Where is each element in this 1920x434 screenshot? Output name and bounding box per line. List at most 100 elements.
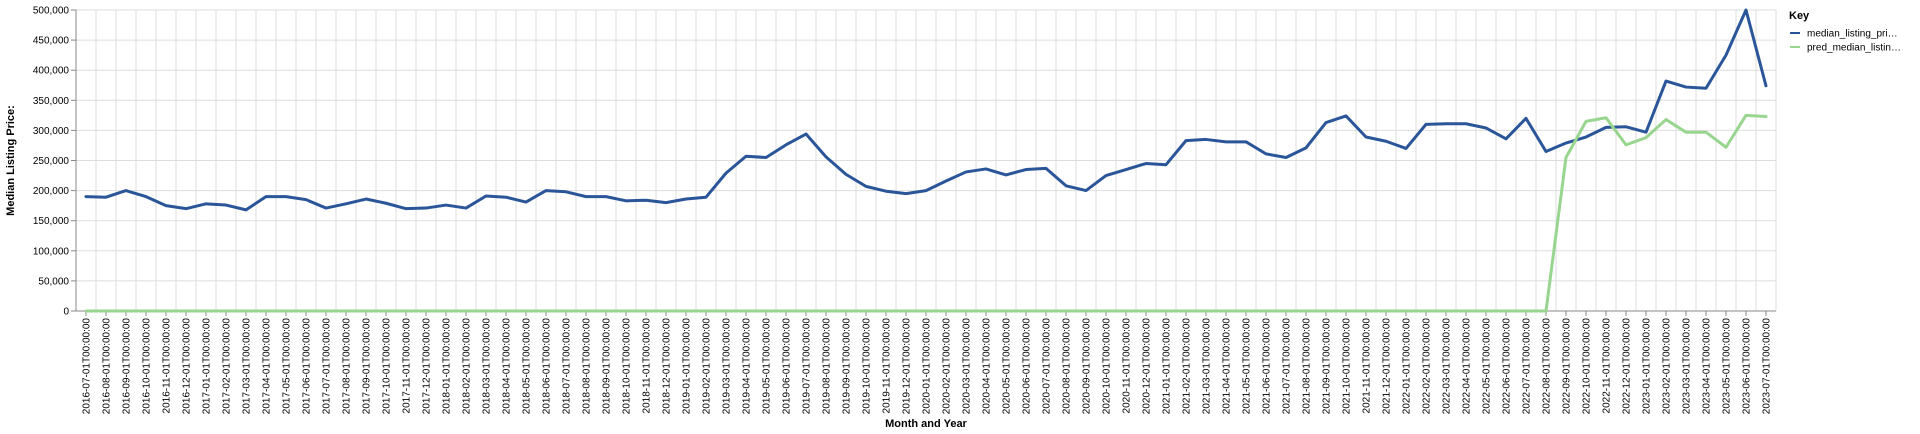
x-tick-label: 2021-11-01T00:00:00 bbox=[1362, 318, 1373, 414]
data-point bbox=[1025, 168, 1028, 171]
x-tick-label: 2020-05-01T00:00:00 bbox=[1002, 318, 1013, 415]
data-point bbox=[265, 195, 268, 198]
data-point bbox=[285, 195, 288, 198]
x-tick-label: 2023-05-01T00:00:00 bbox=[1722, 318, 1733, 415]
data-point bbox=[1085, 310, 1088, 313]
data-point bbox=[1445, 122, 1448, 125]
y-tick-label: 250,000 bbox=[33, 156, 70, 167]
x-tick-label: 2021-12-01T00:00:00 bbox=[1382, 318, 1393, 415]
data-point bbox=[1445, 310, 1448, 313]
data-point bbox=[245, 208, 248, 211]
data-point bbox=[285, 310, 288, 313]
data-point bbox=[145, 195, 148, 198]
data-point bbox=[85, 195, 88, 198]
data-point bbox=[1725, 146, 1728, 149]
data-point bbox=[1545, 150, 1548, 153]
data-point bbox=[945, 310, 948, 313]
data-point bbox=[1465, 122, 1468, 125]
y-axis-title: Median Listing Price: bbox=[5, 105, 17, 216]
x-tick-label: 2019-06-01T00:00:00 bbox=[782, 318, 793, 415]
data-point bbox=[905, 310, 908, 313]
legend-label: median_listing_pri… bbox=[1807, 29, 1898, 40]
data-point bbox=[465, 310, 468, 313]
x-tick-label: 2019-07-01T00:00:00 bbox=[802, 318, 813, 415]
data-point bbox=[1605, 116, 1608, 119]
x-tick-label: 2022-01-01T00:00:00 bbox=[1402, 318, 1413, 415]
data-point bbox=[885, 190, 888, 193]
data-point bbox=[505, 196, 508, 199]
x-tick-label: 2023-01-01T00:00:00 bbox=[1642, 318, 1653, 415]
data-point bbox=[1645, 131, 1648, 134]
x-tick-label: 2020-04-01T00:00:00 bbox=[982, 318, 993, 415]
x-tick-label: 2018-07-01T00:00:00 bbox=[562, 318, 573, 415]
x-tick-label: 2022-03-01T00:00:00 bbox=[1442, 318, 1453, 415]
x-tick-label: 2022-09-01T00:00:00 bbox=[1562, 318, 1573, 415]
data-point bbox=[1345, 310, 1348, 313]
x-tick-label: 2021-07-01T00:00:00 bbox=[1282, 318, 1293, 415]
data-point bbox=[965, 170, 968, 173]
legend: Key median_listing_pri… pred_median_listi… bbox=[1789, 10, 1901, 54]
y-tick-label: 400,000 bbox=[33, 66, 70, 77]
data-point bbox=[1105, 310, 1108, 313]
data-point bbox=[545, 189, 548, 192]
data-point bbox=[425, 310, 428, 313]
x-tick-label: 2017-05-01T00:00:00 bbox=[282, 318, 293, 415]
data-point bbox=[585, 310, 588, 313]
data-point bbox=[365, 310, 368, 313]
x-tick-label: 2021-08-01T00:00:00 bbox=[1302, 318, 1313, 415]
data-point bbox=[605, 195, 608, 198]
data-point bbox=[1465, 310, 1468, 313]
data-point bbox=[405, 207, 408, 210]
data-point bbox=[1125, 168, 1128, 171]
data-point bbox=[1245, 140, 1248, 143]
data-point bbox=[1345, 114, 1348, 117]
x-tick-label: 2019-05-01T00:00:00 bbox=[762, 318, 773, 415]
x-tick-label: 2022-04-01T00:00:00 bbox=[1462, 318, 1473, 415]
x-tick-label: 2016-07-01T00:00:00 bbox=[82, 318, 93, 415]
data-point bbox=[405, 310, 408, 313]
x-tick-label: 2021-01-01T00:00:00 bbox=[1162, 318, 1173, 415]
data-point bbox=[745, 310, 748, 313]
x-tick-label: 2020-01-01T00:00:00 bbox=[922, 318, 933, 415]
x-tick-label: 2021-02-01T00:00:00 bbox=[1182, 318, 1193, 415]
data-point bbox=[1265, 310, 1268, 313]
data-point bbox=[305, 310, 308, 313]
data-point bbox=[105, 196, 108, 199]
data-point bbox=[705, 310, 708, 313]
data-point bbox=[1585, 120, 1588, 123]
data-point bbox=[1325, 310, 1328, 313]
x-tick-label: 2021-05-01T00:00:00 bbox=[1242, 318, 1253, 415]
data-point bbox=[265, 310, 268, 313]
data-point bbox=[1705, 87, 1708, 90]
x-tick-label: 2021-06-01T00:00:00 bbox=[1262, 318, 1273, 415]
x-tick-label: 2016-09-01T00:00:00 bbox=[122, 318, 133, 415]
data-point bbox=[645, 199, 648, 202]
data-point bbox=[1085, 189, 1088, 192]
y-tick-label: 0 bbox=[63, 307, 69, 318]
x-tick-label: 2016-11-01T00:00:00 bbox=[162, 318, 173, 414]
data-point bbox=[1065, 310, 1068, 313]
legend-title: Key bbox=[1789, 10, 1810, 22]
data-point bbox=[1685, 86, 1688, 89]
y-tick-label: 350,000 bbox=[33, 96, 70, 107]
x-tick-label: 2018-11-01T00:00:00 bbox=[642, 318, 653, 414]
data-point bbox=[1065, 184, 1068, 187]
data-point bbox=[1265, 152, 1268, 155]
data-point bbox=[1765, 84, 1768, 87]
data-point bbox=[625, 310, 628, 313]
x-tick-label: 2018-09-01T00:00:00 bbox=[602, 318, 613, 415]
y-tick-label: 100,000 bbox=[33, 246, 70, 257]
data-point bbox=[885, 310, 888, 313]
data-point bbox=[1485, 310, 1488, 313]
x-tick-label: 2016-12-01T00:00:00 bbox=[182, 318, 193, 415]
x-tick-label: 2021-04-01T00:00:00 bbox=[1222, 318, 1233, 415]
data-point bbox=[1425, 310, 1428, 313]
x-tick-label: 2021-03-01T00:00:00 bbox=[1202, 318, 1213, 415]
data-point bbox=[685, 198, 688, 201]
data-point bbox=[385, 202, 388, 205]
data-point bbox=[1625, 143, 1628, 146]
data-point bbox=[105, 310, 108, 313]
data-point bbox=[1665, 80, 1668, 83]
data-point bbox=[1485, 126, 1488, 129]
data-point bbox=[725, 310, 728, 313]
